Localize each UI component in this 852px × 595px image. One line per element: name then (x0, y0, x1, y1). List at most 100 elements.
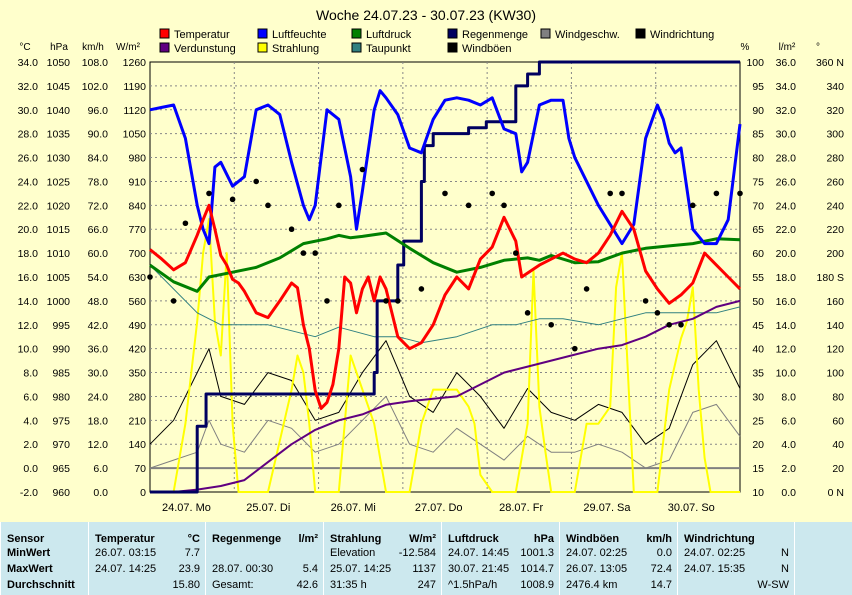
left-axis-tick: 24.0 (18, 176, 39, 188)
rad-avg-value: 247 (417, 579, 436, 591)
sensor-max-label: MaxWert (7, 563, 53, 575)
dir-header: Windrichtung (684, 533, 755, 545)
left-axis-tick: 22.0 (18, 200, 39, 212)
right-axis-unit: % (741, 42, 750, 53)
left-axis-tick: 70 (134, 463, 146, 475)
left-axis-tick: 210 (128, 415, 146, 427)
right-axis-tick: 80 (832, 391, 844, 403)
right-axis-tick: 60 (832, 415, 844, 427)
right-axis-tick: 200 (826, 248, 844, 260)
press-header: Luftdruck (448, 533, 499, 545)
left-axis-tick: 1190 (123, 81, 146, 93)
wind-direction-dot (548, 321, 554, 328)
right-axes: % 100 95 90 85 80 75 70 65 60 55 50 45 40 35 30 25 20 15 10… (741, 42, 845, 499)
right-axis-tick: 260 (826, 176, 844, 188)
left-axis-tick: 910 (128, 176, 146, 188)
left-axis-tick: 96.0 (88, 105, 109, 117)
right-axis-tick: 34.0 (776, 81, 797, 93)
dir-min-time: 24.07. 02:25 (684, 547, 746, 559)
left-axis-tick: 1260 (123, 57, 147, 69)
left-axis-tick: 1010 (47, 248, 71, 260)
right-axis-unit: ° (816, 42, 820, 53)
stats-col-radiation: Strahlung W/m² Elevation -12.584 25.07. … (323, 522, 442, 595)
right-axis-tick: 18.0 (776, 272, 797, 284)
left-axis-tick: 140 (128, 439, 146, 451)
left-axis-tick: 960 (52, 487, 70, 499)
stats-col-winddir: Windrichtung 24.07. 02:25 N 24.07. 15:35… (677, 522, 795, 595)
stats-col-temperature: Temperatur °C 26.07. 03:15 7.7 24.07. 14… (88, 522, 206, 595)
legend-label: Windböen (462, 43, 512, 55)
right-axis-tick: 35 (752, 368, 764, 380)
legend: Temperatur Luftfeuchte Luftdruck Regenmenge… (159, 28, 714, 55)
legend-swatch (351, 42, 362, 53)
right-axis-unit: l/m² (779, 42, 796, 53)
right-axis-tick: 85 (752, 129, 764, 141)
legend-label: Windrichtung (650, 29, 714, 41)
left-axis-tick: 980 (128, 153, 146, 165)
right-axis-tick: 300 (826, 129, 844, 141)
left-axis-tick: 630 (128, 272, 146, 284)
x-axis-tick: 27.07. Do (415, 502, 463, 514)
temp-avg-value: 15.80 (172, 579, 200, 591)
statistics-panel: Sensor MinWert MaxWert Durchschnitt Temp… (0, 522, 852, 595)
left-axis-tick: 490 (128, 320, 146, 332)
right-axis-tick: 2.0 (781, 463, 796, 475)
weather-chart: Woche 24.07.23 - 30.07.23 (KW30) Tempera… (18, 7, 845, 514)
left-axis-tick: 90.0 (88, 129, 109, 141)
left-axis-tick: 985 (52, 368, 70, 380)
left-axis-tick: -2.0 (20, 487, 38, 499)
wind-direction-dot (182, 220, 189, 227)
right-axis-tick: 120 (826, 344, 844, 356)
left-axis-tick: 28.0 (18, 129, 39, 141)
right-axis-tick: 60 (752, 248, 764, 260)
rain-total-value: 42.6 (296, 579, 318, 591)
right-axis-tick: 24.0 (776, 200, 797, 212)
right-axis-tick: 4.0 (781, 439, 796, 451)
right-axis-tick: 22.0 (776, 224, 797, 236)
legend-swatch (159, 42, 170, 53)
left-axis-tick: 54.0 (88, 272, 109, 284)
right-axis-tick: 70 (752, 200, 764, 212)
left-axis-tick: 14.0 (18, 296, 39, 308)
press-max-value: 1014.7 (520, 563, 554, 575)
right-axis-tick: 20 (752, 439, 764, 451)
wind-direction-dot (418, 286, 425, 292)
left-axis-tick: 16.0 (18, 272, 39, 284)
left-axis-tick: 1120 (123, 105, 146, 117)
right-axis-tick: 10.0 (776, 368, 797, 380)
left-axis-tick: 18.0 (88, 415, 109, 427)
left-axis-tick: 26.0 (18, 153, 39, 165)
left-axis-tick: 420 (128, 344, 146, 356)
left-axis-tick: 84.0 (88, 153, 109, 165)
left-axis-tick: 1000 (47, 296, 71, 308)
wind-direction-dot (666, 321, 672, 328)
wind-direction-dot (713, 190, 720, 197)
rain-max-time: 28.07. 00:30 (212, 563, 274, 575)
series-luftfeuchte (149, 89, 742, 246)
legend-label: Regenmenge (462, 29, 528, 41)
rain-unit: l/m² (298, 533, 318, 545)
left-axis-tick: 1015 (47, 224, 71, 236)
wind-direction-dot (678, 321, 684, 328)
right-axis-tick: 25 (752, 415, 764, 427)
left-axis-tick: 280 (128, 391, 146, 403)
wind-direction-dot (489, 190, 496, 197)
right-axis-tick: 280 (826, 153, 844, 165)
press-unit: hPa (533, 533, 554, 545)
legend-swatch (540, 28, 551, 39)
left-axis-tick: 34.0 (18, 57, 39, 69)
gust-max-time: 26.07. 13:05 (566, 563, 628, 575)
legend-label: Taupunkt (366, 43, 411, 55)
wind-direction-dot (501, 202, 507, 209)
left-axis-tick: 770 (128, 224, 146, 236)
left-axis-tick: 0.0 (93, 487, 108, 499)
legend-swatch (635, 28, 646, 39)
right-axis-tick: 65 (752, 224, 764, 236)
rain-header: Regenmenge (212, 533, 282, 545)
series-taupunkt (149, 264, 741, 344)
chart-title: Woche 24.07.23 - 30.07.23 (KW30) (316, 7, 536, 23)
left-axis-tick: 10.0 (18, 344, 39, 356)
stats-col-pressure: Luftdruck hPa 24.07. 14:45 1001.3 30.07.… (441, 522, 560, 595)
left-axis-tick: 8.0 (23, 368, 38, 380)
press-max-time: 30.07. 21:45 (448, 563, 510, 575)
